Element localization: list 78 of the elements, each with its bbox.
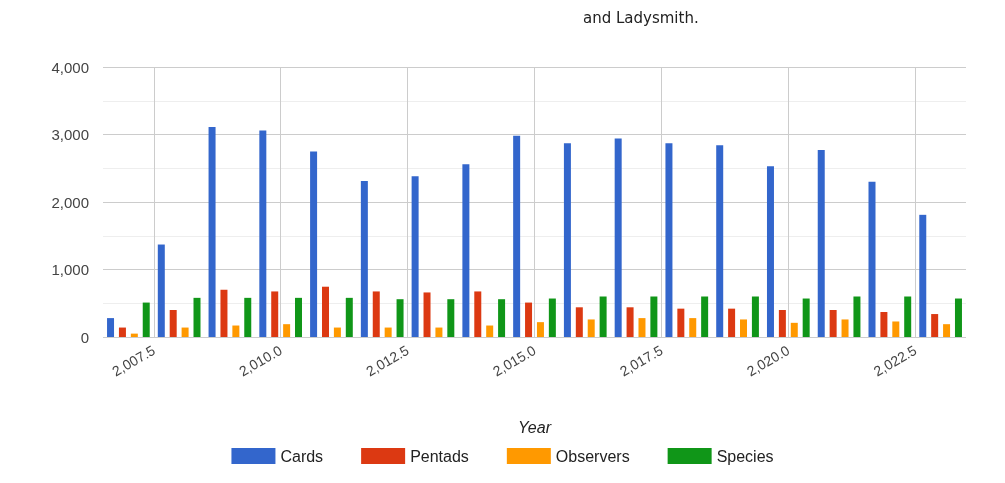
bar [626, 307, 634, 337]
bar [740, 319, 748, 337]
bar [904, 296, 912, 337]
bar [728, 308, 736, 337]
bar [931, 314, 939, 337]
legend-label: Species [716, 447, 774, 465]
bar [638, 318, 646, 337]
bar [954, 298, 962, 337]
bar [142, 302, 150, 337]
bar [396, 299, 404, 337]
bar [868, 181, 876, 337]
bar [372, 291, 380, 337]
bar [563, 143, 571, 337]
bar [345, 297, 353, 337]
bar [462, 164, 470, 337]
bar [411, 176, 419, 337]
bar [513, 135, 521, 337]
bar [474, 291, 482, 337]
bar [778, 310, 786, 337]
bar [259, 130, 267, 337]
bar [232, 325, 240, 337]
bar [599, 296, 607, 337]
bar [548, 298, 556, 337]
bar [575, 307, 583, 337]
bar [107, 318, 115, 337]
bar [498, 299, 506, 337]
legend-label: Observers [555, 447, 630, 465]
bar [701, 296, 709, 337]
bar [423, 292, 431, 337]
bar [486, 325, 494, 337]
y-tick-label: 2,000 [51, 193, 89, 211]
bar [766, 166, 774, 337]
bar [751, 296, 759, 337]
bar [716, 145, 724, 337]
bar [880, 312, 888, 337]
bar [665, 143, 673, 337]
text: and Ladysmith. [583, 8, 699, 27]
bar [157, 244, 165, 337]
bar [614, 138, 622, 337]
bar [220, 289, 228, 337]
bar [244, 297, 252, 337]
bar [295, 297, 303, 337]
bar [193, 297, 201, 337]
bar [525, 302, 533, 337]
bar [943, 324, 951, 337]
bar [447, 299, 455, 337]
x-axis-title: Year [518, 418, 552, 436]
bar [384, 327, 392, 337]
bar [536, 322, 544, 337]
bar [283, 324, 291, 337]
bar [853, 296, 861, 337]
y-tick-label: 4,000 [51, 58, 89, 76]
y-tick-label: 1,000 [51, 261, 89, 278]
bar [650, 296, 658, 337]
bar [321, 286, 329, 337]
bar [435, 327, 443, 337]
bar [118, 327, 126, 337]
legend-label: Cards [280, 447, 324, 465]
bar [892, 321, 900, 337]
bar [841, 319, 849, 337]
bar [919, 214, 927, 337]
bar [829, 310, 837, 337]
bar [333, 327, 341, 337]
bar [169, 310, 177, 337]
bar [802, 298, 810, 337]
y-tick-label: 0 [80, 328, 89, 346]
bar [587, 319, 595, 337]
bar [677, 308, 685, 337]
bar [817, 150, 825, 337]
bar [181, 327, 189, 337]
y-tick-label: 3,000 [51, 126, 89, 143]
bar [790, 322, 798, 337]
bar [271, 291, 279, 337]
bar [208, 127, 216, 337]
bar [310, 151, 318, 337]
legend-label: Pentads [410, 447, 469, 465]
bar [360, 181, 368, 337]
bar [689, 318, 697, 337]
